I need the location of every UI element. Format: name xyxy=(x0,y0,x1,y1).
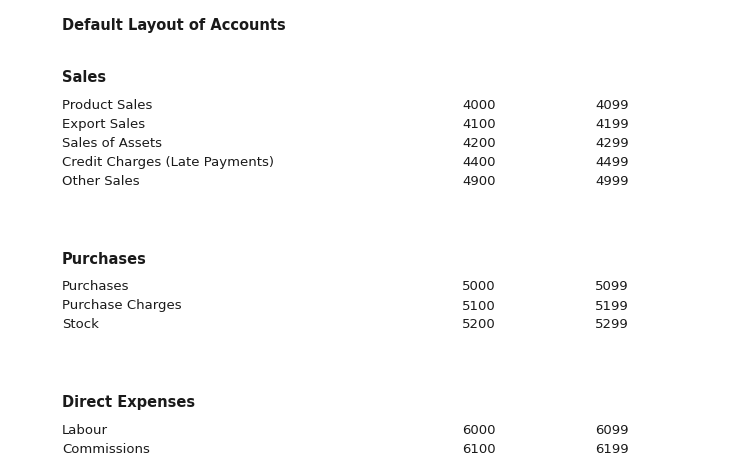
Text: 4900: 4900 xyxy=(462,175,495,188)
Text: 4400: 4400 xyxy=(462,156,495,169)
Text: Stock: Stock xyxy=(62,319,99,331)
Text: Commissions: Commissions xyxy=(62,443,150,454)
Text: Labour: Labour xyxy=(62,424,108,437)
Text: Purchases: Purchases xyxy=(62,252,147,267)
Text: Purchases: Purchases xyxy=(62,281,129,293)
Text: 5100: 5100 xyxy=(462,300,495,312)
Text: Direct Expenses: Direct Expenses xyxy=(62,395,195,410)
Text: Other Sales: Other Sales xyxy=(62,175,139,188)
Text: 5000: 5000 xyxy=(462,281,495,293)
Text: Product Sales: Product Sales xyxy=(62,99,153,112)
Text: Sales: Sales xyxy=(62,70,106,85)
Text: 4499: 4499 xyxy=(595,156,628,169)
Text: 5299: 5299 xyxy=(595,319,629,331)
Text: 4999: 4999 xyxy=(595,175,628,188)
Text: 4200: 4200 xyxy=(462,137,495,150)
Text: 5199: 5199 xyxy=(595,300,629,312)
Text: 6100: 6100 xyxy=(462,443,495,454)
Text: 5200: 5200 xyxy=(462,319,495,331)
Text: Default Layout of Accounts: Default Layout of Accounts xyxy=(62,18,286,33)
Text: Sales of Assets: Sales of Assets xyxy=(62,137,162,150)
Text: 5099: 5099 xyxy=(595,281,628,293)
Text: 4000: 4000 xyxy=(462,99,495,112)
Text: 6199: 6199 xyxy=(595,443,628,454)
Text: 4100: 4100 xyxy=(462,118,495,131)
Text: 4199: 4199 xyxy=(595,118,628,131)
Text: 4099: 4099 xyxy=(595,99,628,112)
Text: Credit Charges (Late Payments): Credit Charges (Late Payments) xyxy=(62,156,274,169)
Text: Export Sales: Export Sales xyxy=(62,118,145,131)
Text: Purchase Charges: Purchase Charges xyxy=(62,300,181,312)
Text: 6099: 6099 xyxy=(595,424,628,437)
Text: 4299: 4299 xyxy=(595,137,628,150)
Text: 6000: 6000 xyxy=(462,424,495,437)
